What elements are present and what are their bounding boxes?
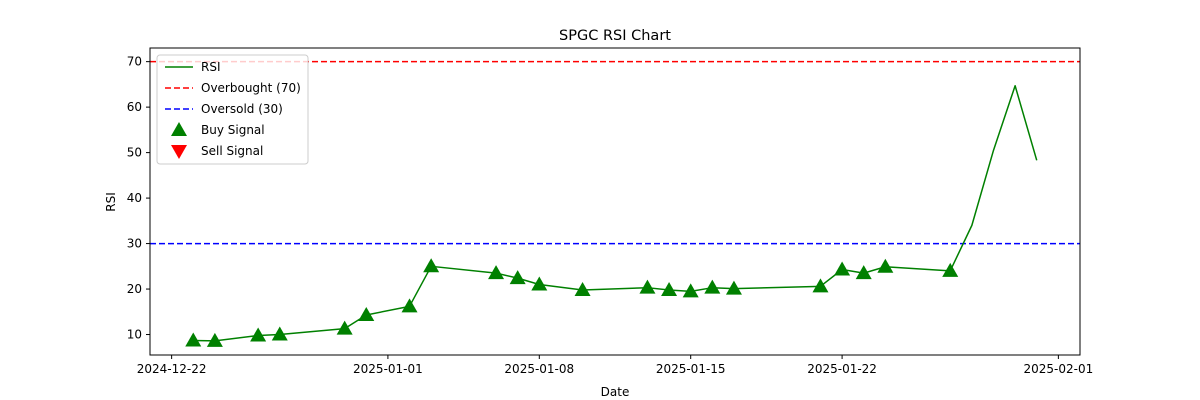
buy-signal-marker xyxy=(401,298,418,313)
legend-label: Overbought (70) xyxy=(201,81,301,95)
buy-signal-marker xyxy=(206,332,223,347)
x-tick-label: 2024-12-22 xyxy=(137,362,207,376)
legend-swatch-sell xyxy=(171,145,187,159)
x-axis-label: Date xyxy=(601,385,630,399)
buy-signal-marker xyxy=(725,280,742,295)
legend-label: Buy Signal xyxy=(201,123,265,137)
y-tick-label: 60 xyxy=(127,100,142,114)
buy-signal-marker xyxy=(185,332,202,347)
buy-signal-marker xyxy=(574,281,591,296)
buy-signal-marker xyxy=(271,326,288,341)
buy-signal-marker xyxy=(336,320,353,335)
y-tick-label: 20 xyxy=(127,282,142,296)
plot-area xyxy=(150,60,1080,347)
y-tick-label: 50 xyxy=(127,146,142,160)
y-tick-label: 70 xyxy=(127,55,142,69)
buy-signal-marker xyxy=(639,279,656,294)
buy-signal-marker xyxy=(704,279,721,294)
buy-signal-marker xyxy=(509,270,526,285)
buy-signal-marker xyxy=(855,265,872,280)
buy-signal-marker xyxy=(834,261,851,276)
axes: 2024-12-22 2025-01-01 2025-01-08 2025-01-15… xyxy=(127,47,1093,376)
buy-signal-marker xyxy=(942,262,959,277)
buy-signal-marker xyxy=(812,278,829,293)
legend: RSI Overbought (70) Oversold (30) Buy Signa… xyxy=(156,54,309,165)
y-axis-label: RSI xyxy=(104,192,118,212)
legend-swatch-buy xyxy=(171,122,187,136)
buy-signal-marker xyxy=(358,306,375,321)
y-tick-label: 30 xyxy=(127,237,142,251)
buy-signal-marker xyxy=(250,327,267,342)
x-tick-label: 2025-01-15 xyxy=(656,362,726,376)
legend-label: Oversold (30) xyxy=(201,102,283,116)
legend-label: Sell Signal xyxy=(201,144,263,158)
buy-signal-marker xyxy=(661,281,678,296)
x-tick-label: 2025-01-08 xyxy=(504,362,574,376)
legend-box xyxy=(156,54,309,165)
x-tick-label: 2025-02-01 xyxy=(1023,362,1093,376)
x-tick-label: 2025-01-22 xyxy=(807,362,877,376)
plot-frame xyxy=(149,47,1081,356)
buy-signal-marker xyxy=(877,258,894,273)
buy-signal-marker xyxy=(682,283,699,298)
buy-signal-marker xyxy=(488,265,505,280)
chart-title: SPGC RSI Chart xyxy=(559,28,671,44)
y-tick-label: 40 xyxy=(127,191,142,205)
buy-signal-marker xyxy=(423,258,440,273)
y-tick-label: 10 xyxy=(127,328,142,342)
buy-signal-marker xyxy=(531,276,548,291)
legend-label: RSI xyxy=(201,60,221,74)
x-tick-label: 2025-01-01 xyxy=(353,362,423,376)
rsi-line xyxy=(193,85,1038,342)
